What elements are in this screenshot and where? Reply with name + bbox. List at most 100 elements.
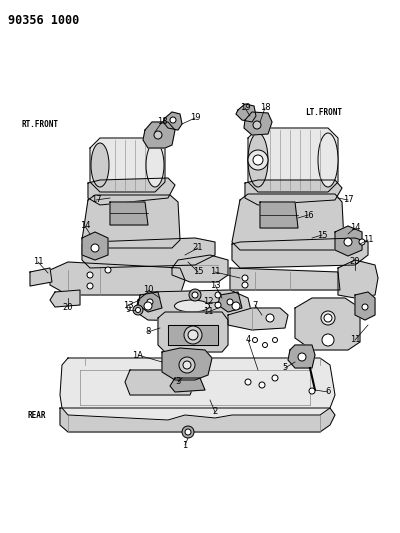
Text: 20: 20 <box>63 303 73 312</box>
Text: 90356 1000: 90356 1000 <box>8 14 79 27</box>
Circle shape <box>188 330 198 340</box>
Text: LT.FRONT: LT.FRONT <box>305 108 342 117</box>
Text: 17: 17 <box>91 196 101 205</box>
Polygon shape <box>163 112 182 130</box>
Polygon shape <box>260 202 298 228</box>
Polygon shape <box>82 195 180 248</box>
Text: 14: 14 <box>350 223 360 232</box>
Ellipse shape <box>91 143 109 187</box>
Text: 3: 3 <box>175 377 181 386</box>
Circle shape <box>259 382 265 388</box>
Circle shape <box>252 337 258 343</box>
Polygon shape <box>162 348 212 380</box>
Polygon shape <box>82 238 215 268</box>
Circle shape <box>359 239 365 245</box>
Polygon shape <box>143 122 175 148</box>
Circle shape <box>344 238 352 246</box>
Circle shape <box>182 426 194 438</box>
Circle shape <box>133 305 143 315</box>
Text: 2: 2 <box>212 408 218 416</box>
Ellipse shape <box>318 133 338 187</box>
Ellipse shape <box>174 300 210 312</box>
Text: 1A: 1A <box>132 351 144 359</box>
Circle shape <box>136 308 140 312</box>
Polygon shape <box>244 112 272 135</box>
Text: 15: 15 <box>317 230 327 239</box>
Text: 10: 10 <box>143 286 153 295</box>
Text: 11: 11 <box>210 268 220 277</box>
Polygon shape <box>60 408 335 432</box>
Polygon shape <box>288 345 315 368</box>
Polygon shape <box>172 255 228 282</box>
Circle shape <box>242 282 248 288</box>
Circle shape <box>272 337 278 343</box>
Text: 19: 19 <box>240 103 250 112</box>
Text: 18: 18 <box>157 117 167 126</box>
Ellipse shape <box>248 133 268 187</box>
Polygon shape <box>228 308 288 330</box>
Text: 11: 11 <box>350 335 360 344</box>
Circle shape <box>87 272 93 278</box>
Circle shape <box>324 314 332 322</box>
Text: 5: 5 <box>282 364 288 373</box>
Text: REAR: REAR <box>28 411 46 420</box>
Polygon shape <box>236 104 256 122</box>
Text: 15: 15 <box>193 268 203 277</box>
Polygon shape <box>335 226 362 256</box>
Circle shape <box>272 375 278 381</box>
Circle shape <box>262 343 268 348</box>
Text: 16: 16 <box>303 211 313 220</box>
Text: 4: 4 <box>245 335 251 344</box>
Text: 13: 13 <box>123 301 133 310</box>
Circle shape <box>321 311 335 325</box>
Circle shape <box>170 117 176 123</box>
Polygon shape <box>136 290 252 322</box>
Text: 7: 7 <box>252 301 258 310</box>
Circle shape <box>183 361 191 369</box>
Polygon shape <box>60 358 335 420</box>
Polygon shape <box>295 298 360 350</box>
Polygon shape <box>232 238 368 268</box>
Text: 12: 12 <box>203 297 213 306</box>
Text: 11: 11 <box>203 308 213 317</box>
Polygon shape <box>245 180 342 205</box>
Text: 11: 11 <box>363 236 373 245</box>
Text: 14: 14 <box>80 222 90 230</box>
Circle shape <box>242 275 248 281</box>
Circle shape <box>189 289 201 301</box>
Text: 11: 11 <box>33 257 43 266</box>
Polygon shape <box>248 128 338 192</box>
Circle shape <box>322 334 334 346</box>
Circle shape <box>309 388 315 394</box>
Circle shape <box>266 314 274 322</box>
Circle shape <box>87 283 93 289</box>
Polygon shape <box>50 290 80 307</box>
Text: 18: 18 <box>260 103 270 112</box>
Circle shape <box>253 155 263 165</box>
Text: 8: 8 <box>145 327 151 336</box>
Polygon shape <box>158 312 228 352</box>
Circle shape <box>227 299 233 305</box>
Ellipse shape <box>146 143 164 187</box>
Polygon shape <box>168 325 218 345</box>
Polygon shape <box>30 268 52 286</box>
Polygon shape <box>88 178 175 205</box>
Text: 1: 1 <box>182 440 188 449</box>
Circle shape <box>248 150 268 170</box>
Circle shape <box>105 267 111 273</box>
Polygon shape <box>50 262 185 295</box>
Circle shape <box>245 379 251 385</box>
Polygon shape <box>82 232 108 260</box>
Polygon shape <box>218 292 242 312</box>
Polygon shape <box>138 292 162 312</box>
Circle shape <box>147 299 153 305</box>
Polygon shape <box>355 292 375 320</box>
Text: 20: 20 <box>350 257 360 266</box>
Polygon shape <box>170 378 205 392</box>
Circle shape <box>179 357 195 373</box>
Polygon shape <box>338 260 378 298</box>
Circle shape <box>91 244 99 252</box>
Circle shape <box>154 131 162 139</box>
Polygon shape <box>110 202 148 225</box>
Polygon shape <box>125 370 195 395</box>
